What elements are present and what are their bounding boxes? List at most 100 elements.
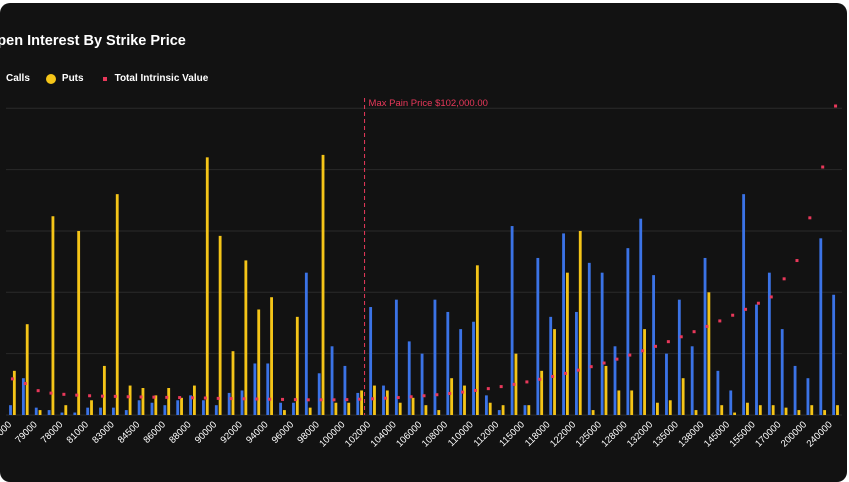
legend-item-tiv[interactable]: Total Intrinsic Value	[100, 73, 208, 84]
calls-bar	[304, 272, 308, 415]
calls-bar	[214, 405, 218, 415]
tiv-marker	[10, 377, 14, 381]
calls-bar	[575, 311, 578, 415]
puts-bar	[630, 390, 634, 415]
chart-legend: Calls Puts Total Intrinsic Value	[0, 73, 224, 84]
puts-bar	[720, 405, 724, 415]
calls-bar	[523, 405, 527, 415]
calls-bar	[99, 407, 102, 415]
x-tick-label: 96000	[270, 419, 296, 445]
tiv-marker	[113, 394, 117, 398]
tiv-marker	[769, 295, 773, 299]
calls-bar	[665, 353, 668, 415]
calls-bar	[382, 385, 385, 415]
tiv-marker	[808, 216, 812, 220]
calls-bar	[9, 405, 12, 415]
tiv-marker	[576, 368, 580, 372]
tiv-marker	[692, 330, 696, 334]
calls-bar	[343, 365, 347, 415]
puts-bar	[128, 385, 132, 415]
puts-bar	[283, 410, 286, 415]
puts-bar	[12, 370, 16, 415]
calls-bar	[253, 363, 257, 415]
puts-bar	[180, 397, 183, 415]
tiv-marker	[525, 380, 529, 384]
tiv-marker	[821, 165, 825, 169]
puts-bar	[565, 272, 569, 415]
puts-bar	[398, 402, 402, 415]
tiv-marker	[409, 395, 413, 399]
calls-bar	[150, 402, 154, 415]
tiv-marker	[396, 396, 400, 400]
calls-bar	[292, 402, 295, 415]
tiv-marker	[281, 397, 285, 401]
tiv-marker	[332, 398, 336, 402]
puts-bar	[25, 324, 29, 415]
puts-bar	[540, 370, 544, 415]
tiv-marker	[486, 387, 490, 391]
x-tick-label: 155000	[728, 419, 758, 449]
x-tick-label: 115000	[497, 419, 527, 449]
tiv-marker	[152, 395, 156, 399]
x-tick-label: 90000	[193, 419, 219, 445]
legend-item-calls[interactable]: Calls	[0, 73, 30, 84]
tiv-marker	[126, 395, 130, 399]
puts-bar	[643, 329, 646, 415]
calls-bar	[780, 329, 784, 415]
calls-bar	[832, 294, 836, 415]
x-tick-label: 104000	[369, 419, 399, 449]
x-tick-label: 79000	[13, 419, 39, 445]
calls-bar	[279, 402, 283, 415]
calls-bar	[446, 311, 450, 415]
puts-bar	[77, 230, 81, 415]
puts-bar	[321, 154, 325, 415]
tiv-marker	[345, 398, 349, 402]
puts-bar	[102, 365, 106, 415]
tiv-marker	[499, 385, 503, 389]
puts-bar	[231, 351, 235, 415]
tiv-marker	[371, 397, 375, 401]
puts-bar	[617, 390, 621, 415]
x-tick-label: 170000	[753, 419, 783, 449]
calls-bar	[47, 410, 51, 415]
tiv-marker	[319, 398, 323, 402]
calls-bar	[73, 412, 77, 415]
tiv-marker	[358, 397, 362, 401]
calls-bar	[755, 304, 758, 415]
puts-bar	[115, 194, 119, 415]
puts-bar	[411, 397, 415, 415]
calls-bar	[407, 341, 411, 415]
tiv-marker	[654, 344, 658, 348]
calls-bar	[21, 378, 25, 415]
puts-bar	[257, 309, 261, 415]
x-tick-label: 122000	[548, 419, 578, 449]
x-tick-label: 102000	[343, 419, 373, 449]
tiv-marker	[88, 394, 92, 398]
puts-bar	[141, 388, 145, 415]
tiv-marker	[602, 361, 606, 365]
tiv-marker	[563, 371, 567, 375]
calls-bar	[703, 257, 707, 415]
puts-bar	[385, 390, 389, 415]
calls-bar	[356, 392, 360, 415]
tiv-marker	[782, 277, 786, 281]
puts-bar	[488, 402, 492, 415]
puts-bar	[373, 385, 376, 415]
puts-bar	[38, 410, 42, 415]
legend-item-puts[interactable]: Puts	[45, 73, 84, 84]
max-pain-label: Max Pain Price $102,000.00	[369, 98, 488, 109]
tiv-marker	[615, 357, 619, 361]
x-tick-label: 81000	[65, 419, 91, 445]
puts-bar	[604, 365, 608, 415]
puts-bar	[270, 297, 273, 415]
puts-bar	[784, 407, 788, 415]
tiv-marker	[178, 396, 182, 400]
calls-bar	[240, 390, 244, 415]
puts-bar	[90, 400, 93, 415]
puts-bar	[64, 405, 68, 415]
puts-bar	[192, 385, 196, 415]
tiv-marker	[75, 393, 79, 397]
calls-bar	[600, 272, 604, 415]
tiv-marker	[139, 395, 143, 399]
puts-bar	[154, 395, 158, 415]
